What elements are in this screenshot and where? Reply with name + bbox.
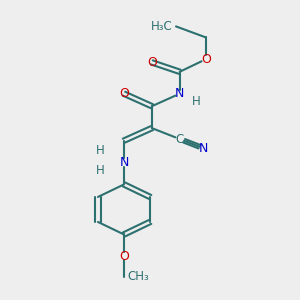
Text: H: H bbox=[95, 143, 104, 157]
Text: H: H bbox=[95, 164, 104, 177]
Text: N: N bbox=[199, 142, 208, 155]
Text: O: O bbox=[201, 53, 211, 66]
Text: H: H bbox=[192, 95, 201, 108]
Text: O: O bbox=[119, 250, 129, 263]
Text: N: N bbox=[175, 87, 184, 100]
Text: O: O bbox=[119, 87, 129, 100]
Text: CH₃: CH₃ bbox=[127, 270, 149, 283]
Text: H₃C: H₃C bbox=[151, 20, 173, 33]
Text: C: C bbox=[176, 133, 184, 146]
Text: O: O bbox=[147, 56, 157, 69]
Text: N: N bbox=[119, 156, 129, 169]
